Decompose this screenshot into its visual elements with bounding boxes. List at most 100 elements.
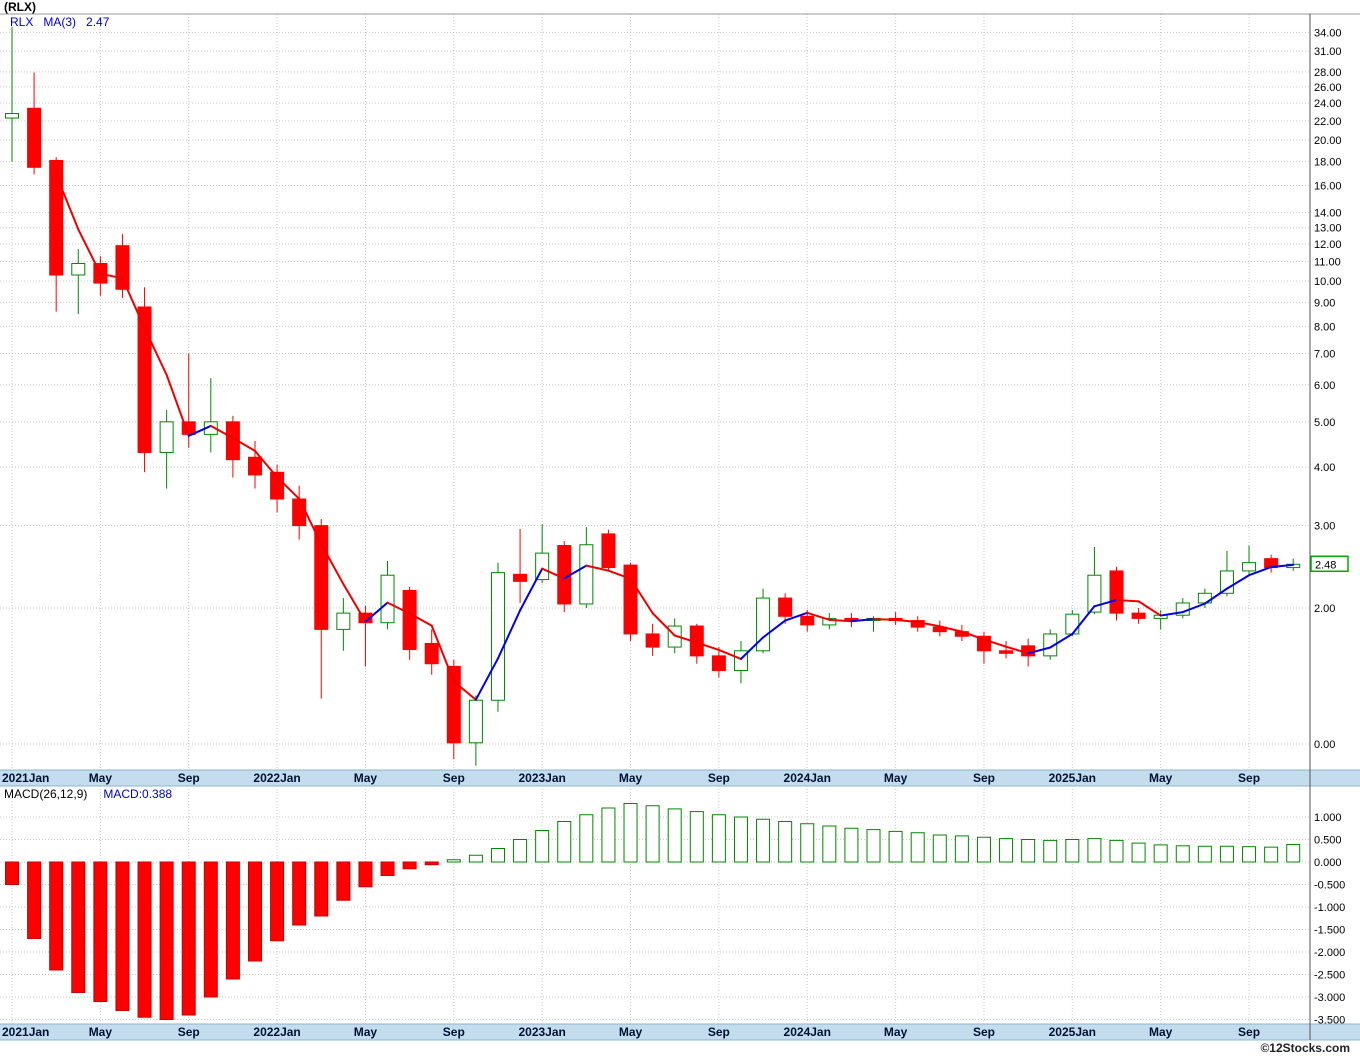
macd-bar-negative bbox=[292, 861, 307, 926]
macd-params-label: MACD(26,12,9) bbox=[4, 787, 88, 801]
x-axis-label: Sep bbox=[973, 771, 995, 785]
macd-axis-label: -2.000 bbox=[1314, 947, 1345, 959]
candle-body bbox=[71, 262, 86, 276]
macd-bar-positive bbox=[1021, 839, 1036, 863]
macd-axis-label: 0.500 bbox=[1314, 835, 1342, 847]
x-axis-label: May bbox=[1149, 771, 1173, 785]
ma-line-segment bbox=[209, 424, 234, 440]
macd-legend: MACD(26,12,9) MACD:0.388 bbox=[4, 787, 172, 801]
price-axis-label: 12.00 bbox=[1314, 239, 1342, 251]
ma-line-segment bbox=[563, 564, 588, 580]
candle-body bbox=[5, 113, 19, 119]
price-axis-label: 16.00 bbox=[1314, 181, 1342, 193]
macd-bar-positive bbox=[1153, 844, 1168, 863]
macd-bar-positive bbox=[645, 805, 660, 863]
x-axis-label: Sep bbox=[973, 1025, 995, 1039]
macd-bar-negative bbox=[203, 861, 218, 998]
macd-bar-positive bbox=[490, 848, 505, 863]
x-axis-label: 2024Jan bbox=[784, 771, 831, 785]
candle-body bbox=[247, 456, 262, 476]
macd-bar-positive bbox=[888, 830, 903, 863]
ma-line-segment bbox=[960, 630, 985, 641]
macd-bar-positive bbox=[800, 823, 815, 863]
ma-line-segment bbox=[739, 636, 765, 660]
candle-body bbox=[513, 573, 528, 582]
ma-label: MA(3) bbox=[43, 15, 77, 29]
macd-bar-negative bbox=[358, 861, 373, 888]
macd-bar-positive bbox=[1087, 838, 1102, 863]
ma-line-segment bbox=[1049, 632, 1074, 649]
ma-line-segment bbox=[938, 625, 963, 633]
candle-body bbox=[756, 597, 771, 652]
macd-bar-negative bbox=[380, 861, 395, 876]
price-axis-label: 26.00 bbox=[1314, 82, 1342, 94]
candle-body bbox=[1109, 570, 1124, 614]
ma-line-segment bbox=[77, 228, 102, 275]
ma-line-segment bbox=[1181, 602, 1206, 614]
price-axis-label: 18.00 bbox=[1314, 157, 1342, 169]
macd-bar-positive bbox=[1264, 846, 1279, 863]
macd-bar-positive bbox=[623, 803, 638, 863]
macd-bar-positive bbox=[468, 854, 483, 863]
x-axis-label: 2022Jan bbox=[253, 1025, 300, 1039]
candle-body bbox=[1021, 645, 1036, 657]
ma-line-segment bbox=[231, 437, 256, 452]
candle-body bbox=[402, 589, 417, 651]
ma-line-segment bbox=[629, 577, 654, 615]
macd-value-label: MACD:0.388 bbox=[103, 787, 173, 801]
ma-line-segment bbox=[1225, 574, 1251, 590]
candle-body bbox=[27, 107, 42, 168]
ma-line-segment bbox=[342, 583, 367, 623]
price-axis-label: 9.00 bbox=[1314, 297, 1335, 309]
macd-bar-negative bbox=[27, 861, 42, 939]
ma-line-segment bbox=[806, 611, 831, 621]
ma-line-segment bbox=[1137, 600, 1162, 617]
macd-axis-label: -1.000 bbox=[1314, 902, 1345, 914]
macd-bar-positive bbox=[535, 830, 550, 863]
x-axis-label: May bbox=[354, 771, 378, 785]
candle-body bbox=[424, 642, 439, 665]
ma-line-segment bbox=[717, 648, 742, 660]
price-axis-label: 22.00 bbox=[1314, 116, 1342, 128]
macd-bar-positive bbox=[689, 811, 704, 863]
ma-line-segment bbox=[850, 618, 875, 623]
macd-bar-positive bbox=[976, 836, 991, 863]
ma-line-segment bbox=[1005, 645, 1030, 655]
ma-line-segment bbox=[673, 634, 698, 644]
x-axis-label: Sep bbox=[178, 1025, 200, 1039]
price-axis-label: 11.00 bbox=[1314, 257, 1341, 269]
ma-line-segment bbox=[408, 612, 433, 627]
ma-line-segment bbox=[1093, 599, 1118, 608]
ma-line-segment bbox=[121, 277, 146, 330]
ma-line-segment bbox=[695, 641, 720, 651]
last-price-tag-label: 2.48 bbox=[1315, 559, 1336, 571]
x-axis-label: Sep bbox=[708, 1025, 730, 1039]
macd-axis-label: -2.500 bbox=[1314, 970, 1345, 982]
x-axis-label: 2023Jan bbox=[518, 771, 565, 785]
macd-bar-positive bbox=[579, 814, 594, 863]
chart-title: (RLX) bbox=[4, 0, 36, 14]
macd-axis-label: -1.500 bbox=[1314, 925, 1345, 937]
symbol-label: RLX bbox=[10, 15, 34, 29]
macd-bar-positive bbox=[1043, 839, 1058, 863]
candle-body bbox=[999, 650, 1014, 654]
candle-body bbox=[159, 421, 174, 453]
x-axis-label: Sep bbox=[1238, 1025, 1260, 1039]
x-axis-label: May bbox=[89, 771, 113, 785]
price-axis-label: 3.00 bbox=[1314, 521, 1335, 533]
candle-body bbox=[446, 665, 461, 744]
x-axis-label: May bbox=[619, 771, 643, 785]
x-axis-label: May bbox=[884, 771, 908, 785]
macd-bar-negative bbox=[402, 861, 417, 870]
macd-bar-positive bbox=[1109, 839, 1124, 863]
macd-bar-negative bbox=[5, 861, 19, 885]
ma-line-segment bbox=[541, 567, 566, 580]
price-axis-label: 24.00 bbox=[1314, 98, 1342, 110]
macd-bar-negative bbox=[424, 861, 439, 866]
macd-bar-negative bbox=[137, 861, 152, 1018]
ma-line-segment bbox=[651, 612, 676, 637]
ma-value: 2.47 bbox=[86, 15, 110, 29]
x-axis-label: Sep bbox=[178, 771, 200, 785]
x-axis-label: May bbox=[619, 1025, 643, 1039]
